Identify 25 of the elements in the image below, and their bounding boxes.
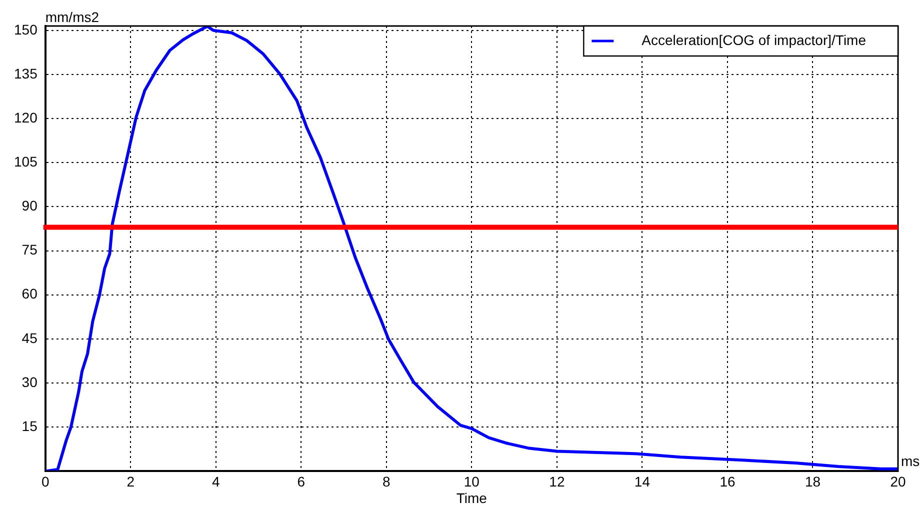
x-tick-label: 0	[41, 473, 50, 490]
x-tick-label: 6	[297, 473, 306, 490]
x-tick-label: 8	[382, 473, 391, 490]
x-tick-label: 16	[720, 473, 736, 490]
text: ms	[901, 453, 920, 470]
x-tick-label: 10	[464, 473, 480, 490]
x-axis-title: Time	[456, 490, 488, 506]
x-tick-label: 4	[212, 473, 220, 490]
y-tick-label: 75	[22, 242, 38, 258]
y-tick-label: 15	[22, 418, 38, 434]
x-tick-label: 18	[804, 473, 821, 490]
y-tick-label: 105	[14, 154, 38, 170]
y-tick-label: 60	[22, 286, 38, 302]
y-tick-label: 150	[14, 21, 38, 38]
x-tick-label: 14	[634, 473, 650, 490]
x-tick-label: 20	[890, 473, 906, 490]
y-axis-title: mm/ms2	[45, 8, 100, 25]
x-tick-label: 12	[549, 473, 565, 490]
y-tick-label: 135	[14, 65, 38, 82]
legend-label: Acceleration[COG of impactor]/Time	[642, 32, 866, 48]
y-tick-label: 30	[22, 374, 38, 390]
x-tick-label: 2	[126, 473, 135, 490]
y-tick-label: 120	[14, 109, 38, 126]
y-tick-label: 45	[22, 330, 38, 346]
y-tick-label: 90	[22, 198, 38, 214]
